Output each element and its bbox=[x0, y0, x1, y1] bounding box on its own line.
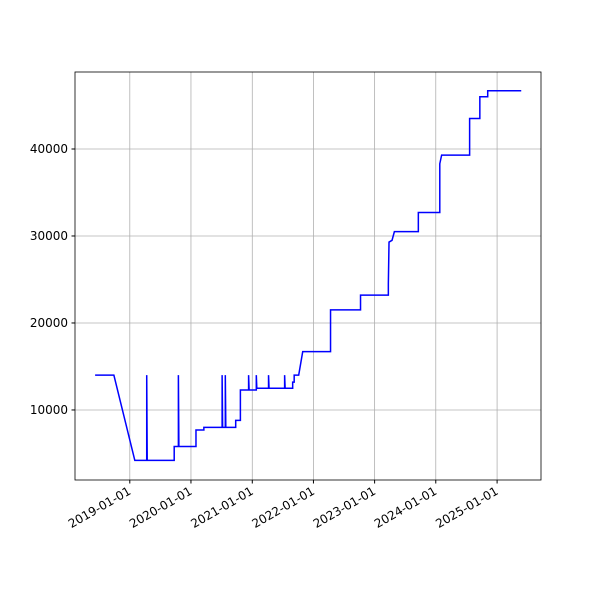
x-tick-label: 2024-01-01 bbox=[372, 484, 439, 531]
plot-area: 10000 20000 30000 40000 2019-01-012020-01-01… bbox=[30, 72, 541, 531]
axes-frame bbox=[74, 71, 542, 481]
x-tick-label: 2025-01-01 bbox=[433, 484, 500, 531]
y-tick-label: 10000 bbox=[30, 403, 68, 417]
x-tick-label: 2020-01-01 bbox=[127, 484, 194, 531]
data-line bbox=[95, 89, 522, 462]
x-tick-label: 2022-01-01 bbox=[250, 484, 317, 531]
y-tick-label: 20000 bbox=[30, 316, 68, 330]
y-tick-label: 30000 bbox=[30, 229, 68, 243]
x-tick-label: 2021-01-01 bbox=[188, 484, 255, 531]
x-tick-label: 2023-01-01 bbox=[311, 484, 378, 531]
x-tick-label: 2019-01-01 bbox=[66, 484, 133, 531]
y-tick-label: 40000 bbox=[30, 142, 68, 156]
